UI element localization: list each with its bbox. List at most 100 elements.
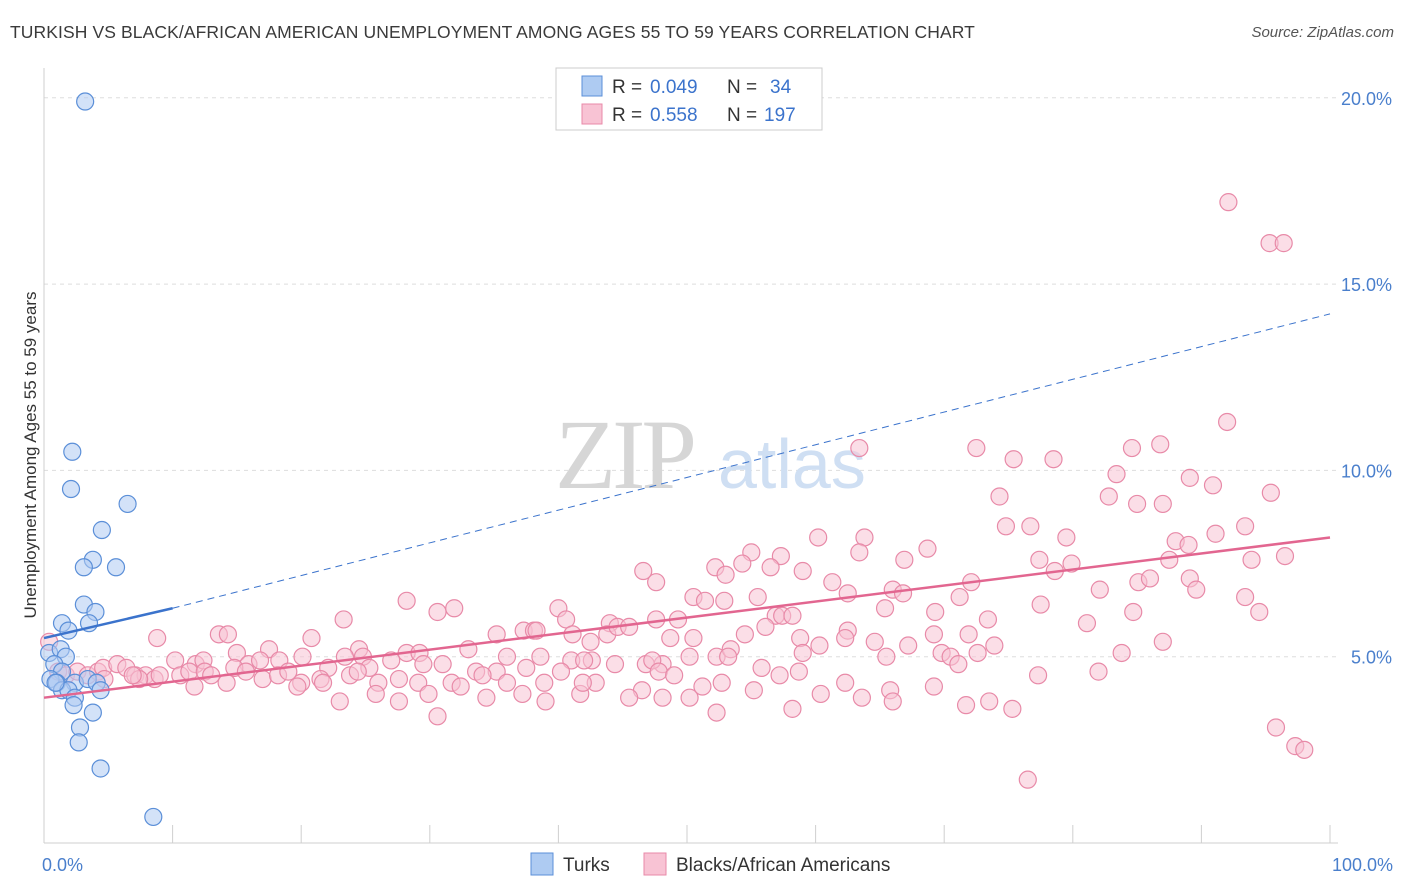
blacks-point-211 [451,677,470,696]
blacks-point-8 [1004,450,1023,469]
blacks-point-182 [389,669,409,689]
blacks-point-26 [1236,517,1255,536]
blacks-point-89 [661,628,680,648]
legend-n-value-blacks: 197 [764,105,796,126]
blacks-point-214 [536,692,555,711]
blacks-point-3 [850,438,869,458]
blacks-point-9 [1044,450,1063,469]
blacks-point-40 [634,561,653,581]
blacks-point-76 [875,599,895,618]
blacks-point-90 [684,628,703,648]
blacks-point-62 [1077,614,1097,633]
blacks-point-140 [414,655,433,674]
blacks-point-132 [250,651,270,670]
source-label: Source: ZipAtlas.com [1251,24,1394,41]
blacks-point-100 [1153,632,1172,651]
turks-point-30 [69,733,88,752]
turks-point-31 [91,759,110,778]
blacks-point-220 [783,699,802,718]
legend-r-value-turks: 0.049 [650,77,698,98]
blacks-point-149 [719,647,738,666]
blacks-point-97 [959,625,978,644]
blacks-point-191 [665,666,684,685]
blacks-point-193 [712,673,731,692]
turks-point-7 [106,558,126,577]
blacks-point-39 [761,558,780,577]
blacks-point-180 [348,662,367,681]
blacks-point-151 [789,662,808,681]
blacks-point-148 [649,662,668,681]
blacks-point-6 [1122,438,1142,458]
blacks-point-185 [473,666,492,685]
blacks-point-36 [1275,547,1295,566]
blacks-point-33 [1062,554,1081,573]
blacks-point-122 [836,628,855,648]
blacks-point-212 [477,688,496,707]
blacks-point-15 [1153,494,1172,514]
y-tick-label-0: 5.0% [1351,648,1392,668]
turks-point-2 [61,479,81,499]
watermark-atlas: atlas [718,425,866,503]
blacks-point-120 [793,643,812,663]
y-axis-tick-labels: 5.0% 10.0% 15.0% 20.0% [1341,89,1392,668]
blacks-point-230 [1018,770,1037,789]
blacks-point-22 [1021,517,1040,536]
blacks-point-58 [893,584,913,603]
blacks-point-88 [620,617,639,636]
blacks-point-65 [397,591,416,610]
blacks-point-145 [551,662,571,681]
turks-point-32 [144,807,163,827]
blacks-point-27 [918,539,937,558]
blacks-point-61 [1031,595,1050,614]
blacks-point-198 [924,677,944,696]
series-turks-points [40,92,163,827]
bottom-legend-swatch-turks [530,852,554,876]
blacks-point-55 [748,587,767,607]
turks-point-33 [46,673,65,692]
blacks-point-64 [1250,602,1269,622]
blacks-point-79 [334,610,353,629]
blacks-point-18 [809,528,828,547]
blacks-point-221 [811,684,830,704]
blacks-point-194 [744,681,763,700]
blacks-point-91 [735,625,754,644]
blacks-point-10 [1107,465,1126,484]
blacks-point-187 [535,673,554,692]
blacks-point-84 [563,625,582,644]
blacks-point-51 [1187,580,1206,599]
legend-swatch-turks [581,75,603,97]
blacks-point-155 [1089,662,1108,681]
blacks-point-206 [313,673,333,692]
blacks-point-11 [1180,468,1199,487]
blacks-point-213 [513,684,532,704]
bottom-legend-swatch-blacks [643,852,667,876]
turks-point-6 [74,558,93,577]
blacks-point-216 [620,688,639,707]
blacks-point-96 [924,625,944,644]
legend-n-label-blacks: N = [727,105,757,126]
blacks-point-123 [899,636,918,655]
blacks-point-174 [253,669,272,689]
blacks-point-35 [1242,550,1261,569]
y-tick-label-1: 10.0% [1341,461,1392,481]
blacks-point-219 [707,703,726,722]
blacks-point-25 [1206,524,1225,543]
blacks-point-126 [968,643,987,663]
x-tick-label-0: 0.0% [42,855,83,875]
blacks-point-209 [389,692,409,711]
turks-trend-line [43,607,173,640]
blacks-point-38 [733,554,752,573]
blacks-point-59 [950,587,969,607]
blacks-point-117 [680,647,699,666]
blacks-point-12 [990,487,1009,506]
blacks-point-223 [883,692,902,711]
blacks-point-103 [218,625,237,644]
blacks-point-60 [926,602,945,622]
blacks-point-49 [1140,569,1160,588]
blacks-point-225 [980,692,999,711]
blacks-point-99 [1112,643,1131,663]
blacks-point-7 [967,438,986,458]
series-legend: Turks Blacks/African Americans [530,852,890,876]
blacks-point-93 [791,628,810,648]
blacks-point-196 [836,673,855,692]
